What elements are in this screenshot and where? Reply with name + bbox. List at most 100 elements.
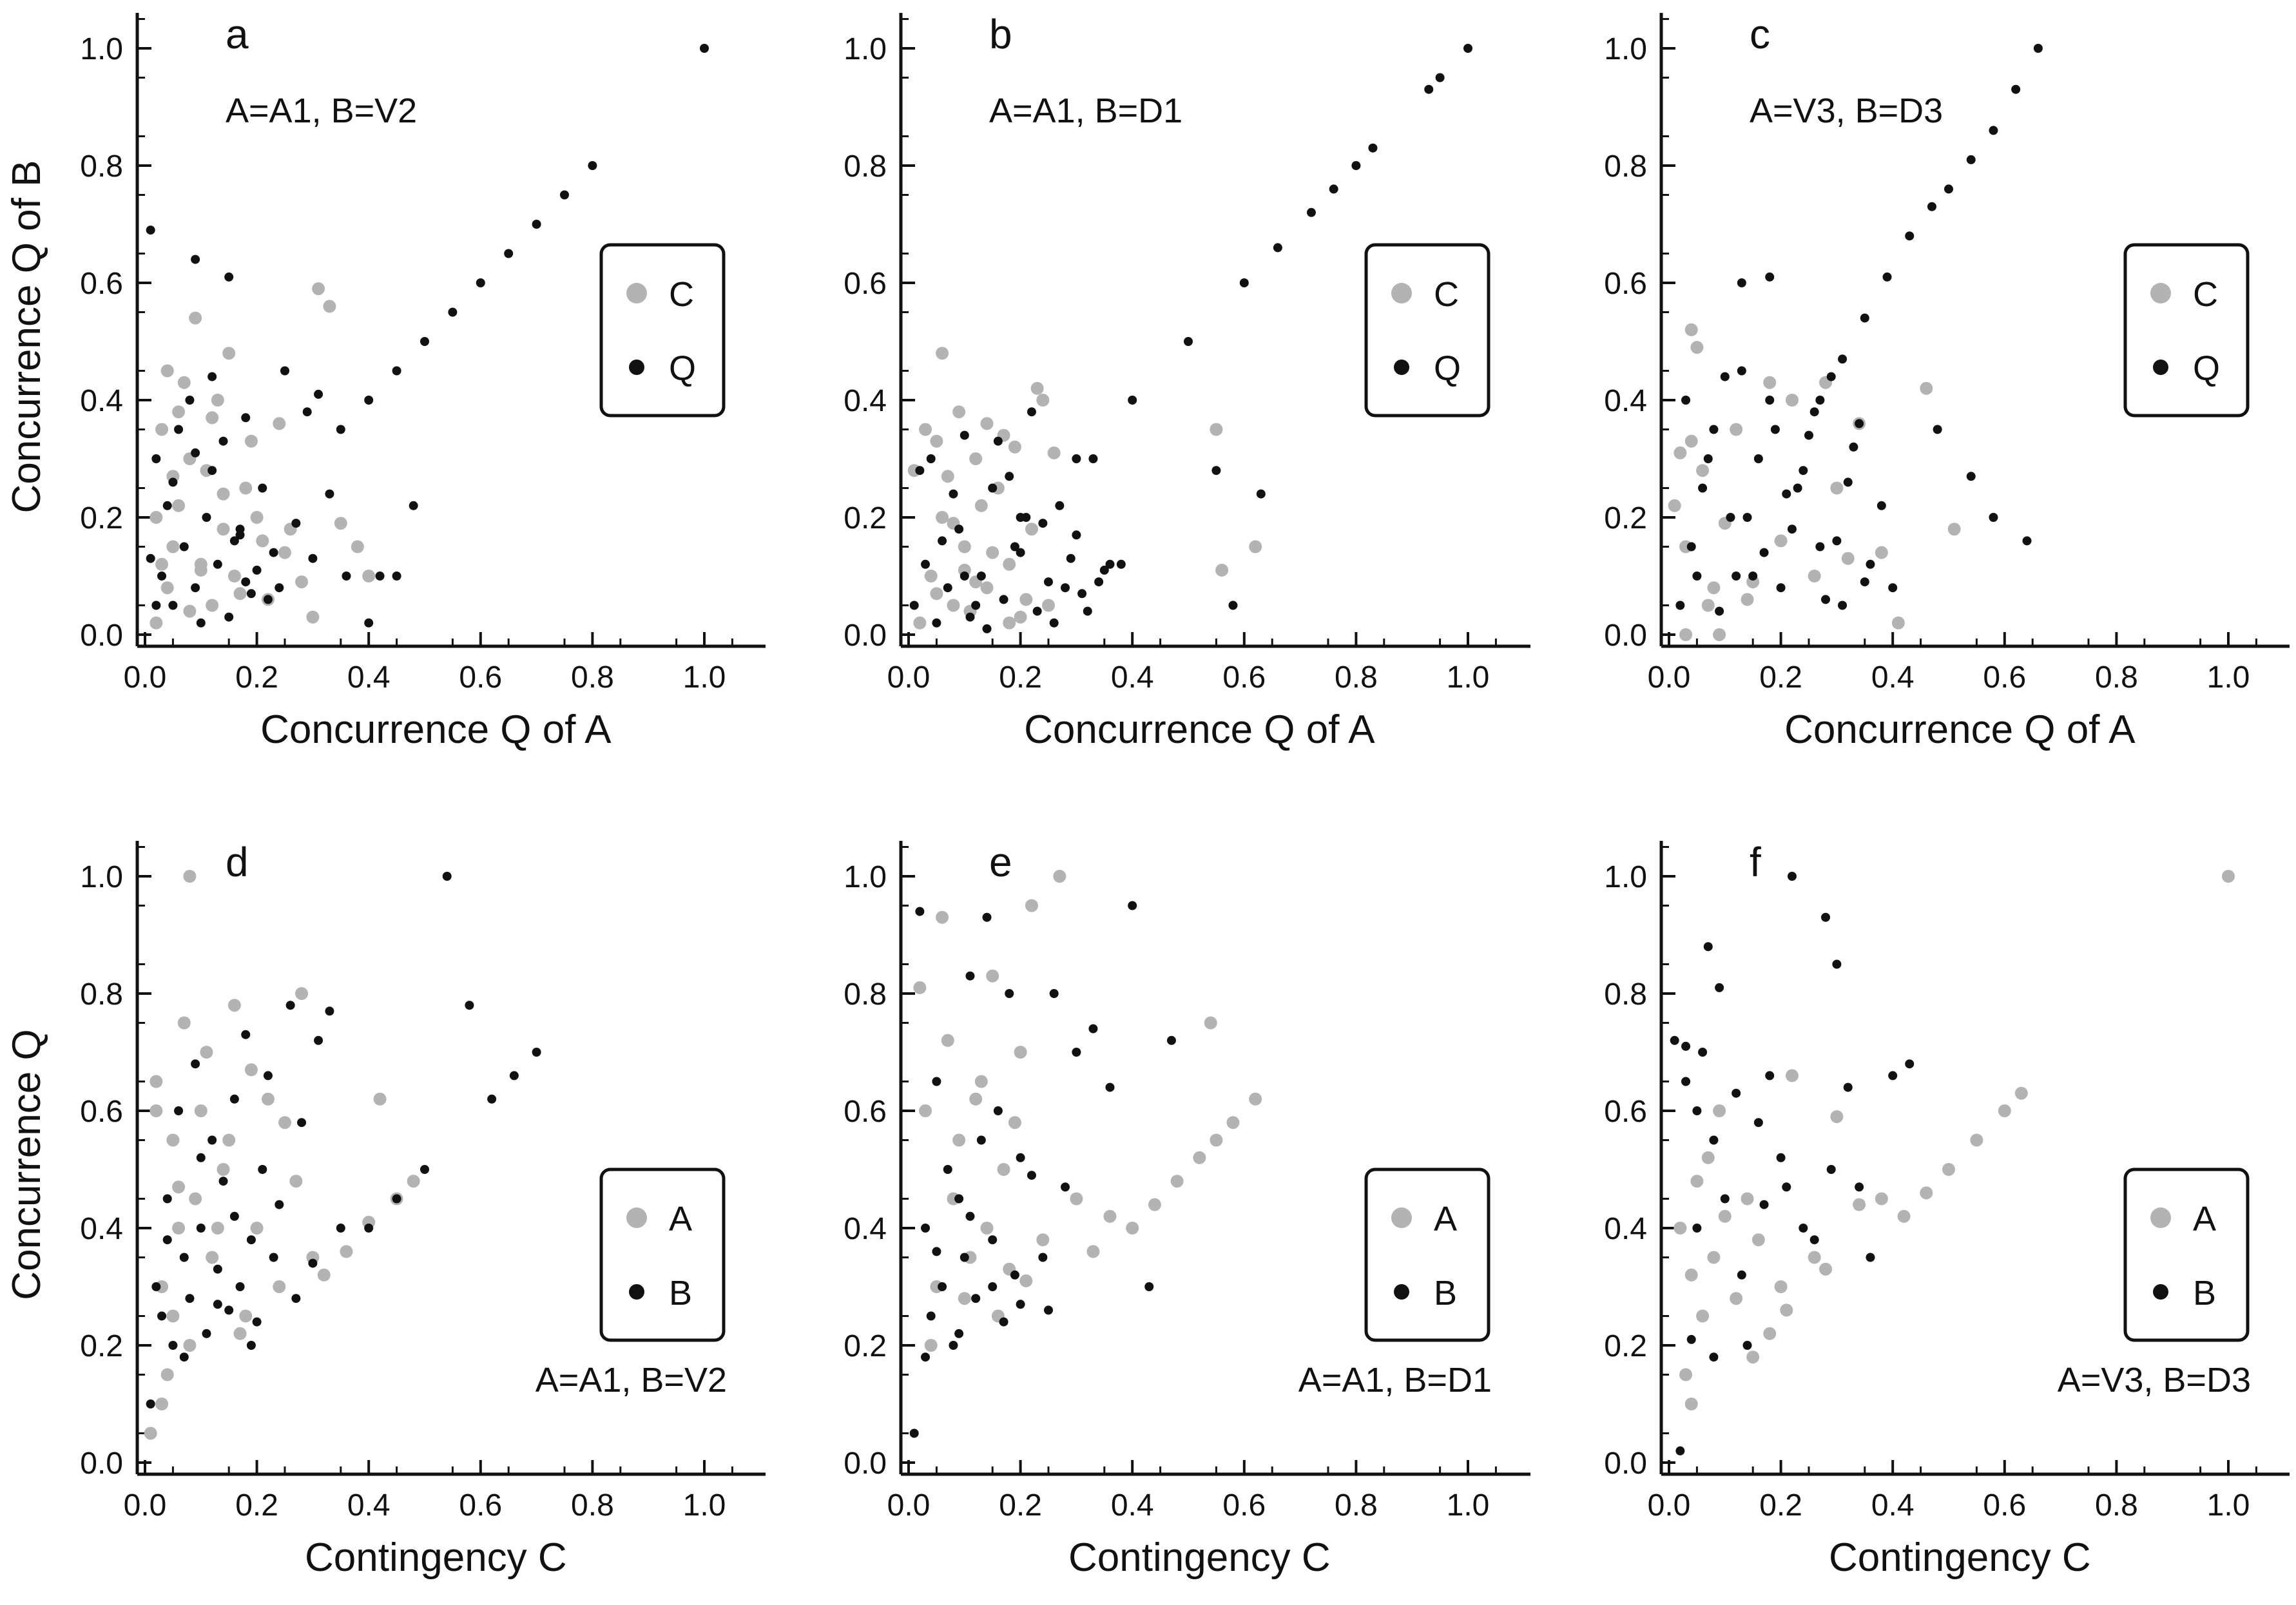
y-tick-label: 0.2: [844, 501, 887, 535]
data-point: [1732, 572, 1741, 581]
data-point: [1860, 577, 1869, 587]
data-point: [1010, 1270, 1019, 1280]
data-point: [168, 477, 178, 487]
data-point: [974, 499, 988, 512]
data-point: [1947, 523, 1961, 536]
data-point: [1668, 499, 1681, 512]
data-point: [1888, 1071, 1898, 1081]
data-point: [1737, 366, 1746, 376]
data-point: [1713, 1104, 1726, 1117]
data-point: [958, 1292, 971, 1305]
data-point: [986, 969, 999, 983]
data-point: [1032, 606, 1042, 616]
data-point: [1070, 1192, 1083, 1206]
y-tick-label: 0.8: [1604, 977, 1647, 1012]
data-point: [2222, 870, 2235, 883]
data-point: [1849, 442, 1858, 452]
data-point: [1094, 577, 1104, 587]
data-point: [1765, 272, 1775, 282]
data-point: [1210, 1133, 1223, 1147]
y-tick-label: 0.4: [80, 1212, 123, 1246]
y-tick-label: 0.6: [844, 267, 887, 301]
panel-annotation: A=V3, B=D3: [2058, 1361, 2251, 1399]
data-point: [1204, 1016, 1217, 1030]
x-tick-label: 0.6: [1983, 660, 2026, 695]
data-point: [509, 1071, 519, 1081]
data-point: [1989, 126, 1998, 135]
data-point: [986, 546, 999, 559]
data-point: [1675, 601, 1685, 610]
series-B: [1670, 872, 1915, 1456]
panel-a: 0.0 0.2 0.4 0.6 0.8 1.0 0.0 0.2 0.4 0.6 0.8 1.0 Conc…: [5, 11, 766, 752]
data-point: [1424, 84, 1434, 94]
x-tick-label: 0.8: [1335, 1488, 1378, 1523]
data-point: [302, 407, 312, 417]
data-point: [932, 1077, 941, 1086]
data-point: [1061, 583, 1070, 593]
data-point: [235, 530, 245, 540]
data-point: [364, 618, 374, 628]
data-point: [941, 470, 954, 483]
data-point: [971, 1294, 981, 1303]
data-point: [1905, 231, 1915, 241]
series-C: [150, 282, 376, 630]
legend-box: [2123, 243, 2250, 418]
data-point: [151, 601, 161, 610]
data-point: [1670, 1035, 1679, 1045]
x-tick-label: 1.0: [2207, 660, 2250, 695]
data-point: [1072, 530, 1081, 540]
data-point: [1804, 430, 1813, 440]
data-point: [1681, 1041, 1691, 1051]
data-point: [1815, 542, 1825, 552]
data-point: [1684, 1398, 1698, 1410]
data-point: [162, 501, 172, 510]
data-point: [1730, 1292, 1743, 1305]
data-point: [1799, 1224, 1808, 1233]
data-point: [1933, 425, 1942, 434]
panel-letter: e: [989, 839, 1012, 885]
data-point: [151, 1282, 161, 1291]
data-point: [448, 307, 458, 317]
series-Q: [146, 44, 709, 628]
data-point: [420, 1165, 429, 1174]
data-point: [235, 1282, 245, 1291]
data-point: [1010, 542, 1019, 552]
data-point: [183, 604, 197, 618]
data-point: [1746, 1350, 1760, 1364]
data-point: [971, 601, 981, 610]
data-point: [1782, 1182, 1791, 1192]
x-tick-label: 0.4: [347, 1488, 391, 1523]
data-point: [1329, 184, 1338, 194]
y-tick-label: 0.4: [80, 384, 123, 418]
data-point: [1732, 1088, 1741, 1098]
data-point: [958, 540, 971, 553]
y-tick-label: 0.4: [844, 384, 887, 418]
x-tick-label: 1.0: [2207, 1488, 2250, 1523]
x-tick-label: 1.0: [683, 660, 726, 695]
data-point: [1008, 1116, 1021, 1129]
data-point: [1709, 425, 1719, 434]
data-point: [976, 572, 986, 581]
data-point: [1718, 1209, 1732, 1223]
data-point: [1681, 1077, 1691, 1086]
data-point: [224, 272, 234, 282]
data-point: [200, 1046, 213, 1059]
series-B: [909, 901, 1176, 1438]
legend-label: A: [2193, 1200, 2216, 1238]
data-point: [1809, 1235, 1819, 1245]
legend-label: C: [1434, 275, 1459, 314]
data-point: [211, 1222, 224, 1235]
data-point: [954, 1194, 964, 1204]
legend-marker: [626, 283, 647, 303]
data-point: [146, 1399, 155, 1408]
data-point: [965, 971, 975, 981]
data-point: [222, 1133, 236, 1147]
x-tick-label: 0.4: [1871, 1488, 1915, 1523]
data-point: [532, 1048, 541, 1057]
series-Q: [909, 44, 1472, 633]
data-point: [291, 1294, 301, 1303]
x-tick-label: 0.6: [459, 660, 502, 695]
y-tick-label: 0.0: [1604, 1446, 1647, 1481]
y-tick-label: 0.0: [844, 1446, 887, 1481]
data-point: [1720, 1194, 1730, 1204]
